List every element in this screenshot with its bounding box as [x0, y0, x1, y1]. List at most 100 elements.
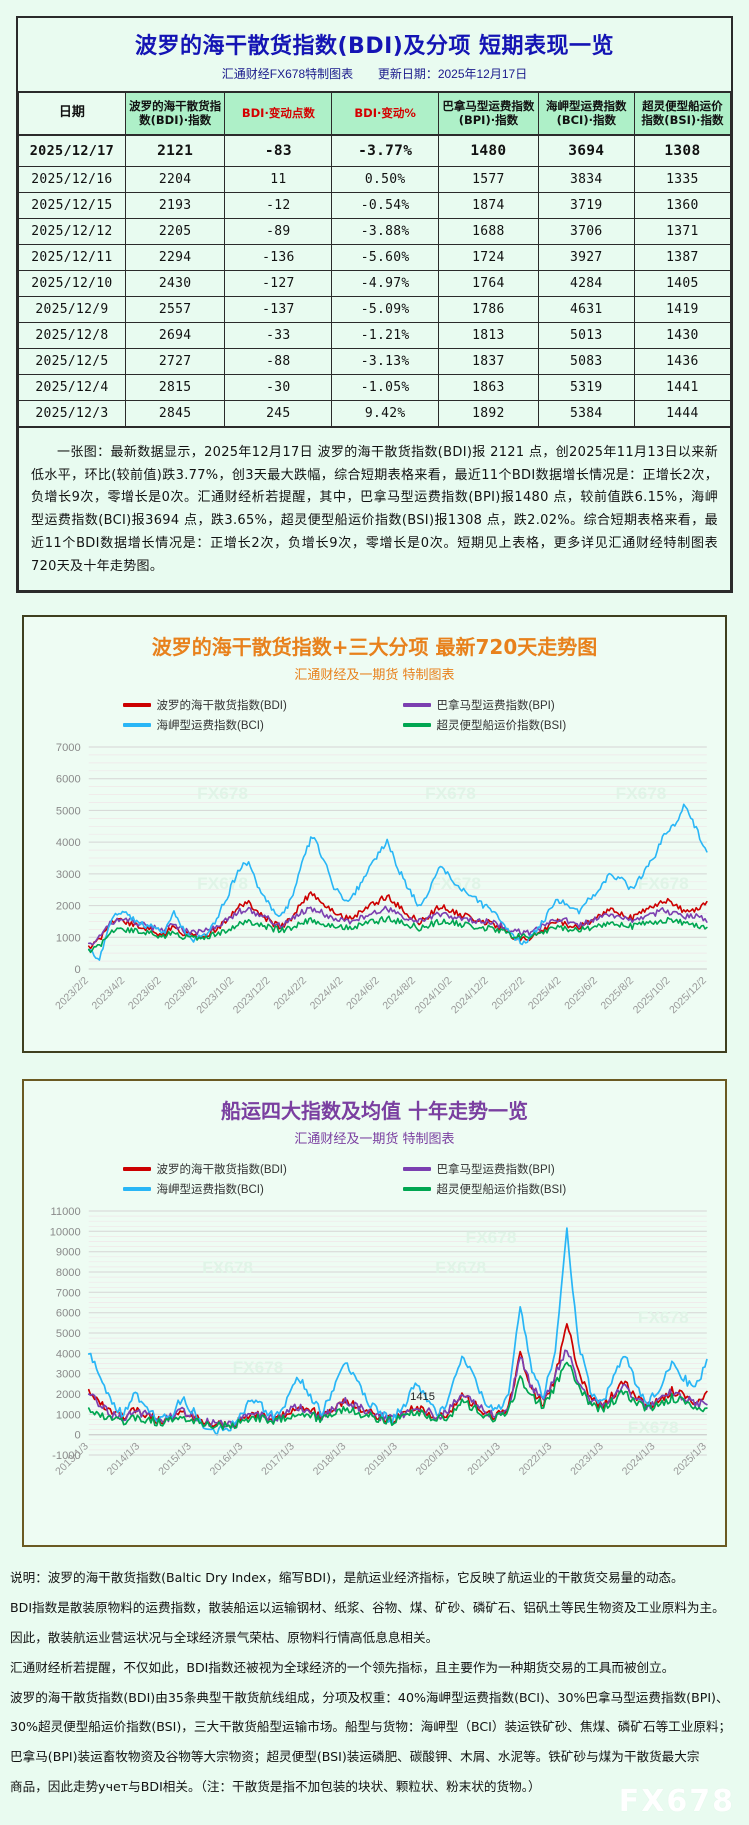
- x-tick-label: 2014/1/3: [105, 1441, 143, 1478]
- cell-bdi-change-pct: -1.21%: [331, 321, 440, 349]
- table-note-row: 一张图：最新数据显示，2025年12月17日 波罗的海干散货指数(BDI)报 2…: [18, 425, 731, 592]
- cell-bdi: 2204: [124, 165, 226, 193]
- cell-bci: 3694: [537, 134, 635, 167]
- legend-label: 超灵便型船运价指数(BSI): [436, 1184, 567, 1197]
- legend-swatch-icon: [122, 1167, 151, 1172]
- cell-bdi-change-pct: -3.77%: [331, 134, 440, 167]
- cell-bpi: 1688: [438, 217, 539, 245]
- cell-bci: 5083: [537, 347, 635, 375]
- table-update-date: 更新日期：2025年12月17日: [377, 67, 528, 81]
- chart-10y-svg: -1000 0 1000 2000 3000 4000 5000 6000 7000 8000 90…: [50, 1206, 709, 1478]
- y-tick-label: 6000: [56, 774, 81, 786]
- x-tick-label: 2025/4/2: [526, 975, 564, 1012]
- y-tick-label: 4000: [56, 837, 81, 849]
- cell-date: 2025/12/9: [18, 295, 126, 323]
- cell-bsi: 1335: [633, 165, 732, 193]
- cell-bdi-change-points: -136: [224, 243, 333, 271]
- series-line: [87, 891, 708, 950]
- cell-bci: 3706: [537, 217, 635, 245]
- chart-watermark: FX678: [628, 1418, 679, 1437]
- col-header-bdi-change-points: BDI·变动点数: [224, 91, 333, 136]
- chart-watermark: FX678: [197, 784, 248, 803]
- cell-bpi: 1577: [438, 165, 539, 193]
- x-tick-label-group: 2023/10/2: [194, 975, 236, 1016]
- x-tick-label-group: 2018/1/3: [311, 1441, 349, 1478]
- x-tick-label-group: 2024/6/2: [344, 975, 382, 1012]
- cell-bpi: 1480: [438, 134, 539, 167]
- legend-label: 海岬型运费指数(BCI): [156, 1184, 264, 1197]
- cell-bdi-change-points: -88: [224, 347, 333, 375]
- cell-bdi-change-points: -137: [224, 295, 333, 323]
- chart-720d-subtitle: 汇通财经及一期货 特制图表: [294, 668, 455, 684]
- legend-label: 海岬型运费指数(BCI): [156, 720, 264, 733]
- table-row: 2025/12/16 2204 11 0.50% 1577 3834 1335: [18, 165, 732, 193]
- legend-item: 波罗的海干散货指数(BDI): [95, 697, 375, 713]
- y-tick-label: 0: [74, 1430, 80, 1442]
- x-tick-label-group: 2022/1/3: [517, 1441, 555, 1478]
- x-tick-label: 2023/2/2: [53, 975, 91, 1012]
- cell-bsi: 1441: [633, 373, 732, 401]
- x-tick-label: 2018/1/3: [311, 1441, 349, 1478]
- cell-date: 2025/12/10: [18, 269, 126, 297]
- cell-bdi-change-pct: -3.88%: [331, 217, 440, 245]
- cell-date: 2025/12/3: [18, 399, 126, 428]
- legend-swatch-icon: [402, 703, 431, 708]
- chart-watermark: FX678: [430, 874, 481, 893]
- x-tick-label-group: 2025/4/2: [526, 975, 564, 1012]
- series-line: [87, 905, 708, 946]
- cell-bdi-change-points: -127: [224, 269, 333, 297]
- cell-bsi: 1430: [633, 321, 732, 349]
- legend-label: 波罗的海干散货指数(BDI): [156, 1164, 287, 1177]
- cell-bdi: 2845: [124, 399, 226, 428]
- cell-bdi: 2121: [124, 134, 226, 167]
- cell-bdi-change-pct: -4.97%: [331, 269, 440, 297]
- cell-bdi-change-points: 245: [224, 399, 333, 428]
- cell-date: 2025/12/5: [18, 347, 126, 375]
- cell-bdi: 2557: [124, 295, 226, 323]
- x-tick-label: 2024/10/2: [413, 975, 455, 1016]
- table-row: 2025/12/3 2845 245 9.42% 1892 5384 1444: [18, 399, 732, 428]
- chart-720d-svg: 0 1000 2000 3000 4000 5000 6000 7000 FX678 FX678 F…: [53, 742, 709, 1016]
- table-row: 2025/12/17 2121 -83 -3.77% 1480 3694 1308: [18, 134, 732, 167]
- y-tick-label: 10000: [50, 1227, 81, 1239]
- x-tick-label: 2020/1/3: [414, 1441, 452, 1478]
- cell-bpi: 1892: [438, 399, 539, 428]
- table-header-row: 日期 波罗的海干散货指数(BDI)·指数 BDI·变动点数 BDI·变动% 巴拿…: [18, 91, 732, 136]
- y-tick-label: 7000: [56, 1288, 81, 1300]
- table-row: 2025/12/12 2205 -89 -3.88% 1688 3706 1371: [18, 217, 732, 245]
- cell-bpi: 1874: [438, 191, 539, 219]
- legend-item: 超灵便型船运价指数(BSI): [375, 717, 655, 733]
- table-row: 2025/12/4 2815 -30 -1.05% 1863 5319 1441: [18, 373, 732, 401]
- cell-bsi: 1387: [633, 243, 732, 271]
- x-tick-label: 2024/12/2: [449, 975, 491, 1016]
- x-tick-label: 2025/1/3: [671, 1441, 709, 1478]
- table-title: 波罗的海干散货指数(BDI)及分项 短期表现一览: [135, 34, 614, 59]
- footer-line: 波罗的海干散货指数(BDI)由35条典型干散货航线组成，分项及权重：40%海岬型…: [10, 1689, 729, 1705]
- legend-swatch-icon: [122, 1187, 151, 1192]
- y-tick-label: 1000: [56, 1410, 81, 1422]
- cell-bdi-change-points: -30: [224, 373, 333, 401]
- y-tick-label: 6000: [56, 1308, 81, 1320]
- cell-date: 2025/12/4: [18, 373, 126, 401]
- cell-bci: 5319: [537, 373, 635, 401]
- cell-bdi: 2205: [124, 217, 226, 245]
- x-tick-label: 2022/1/3: [517, 1441, 555, 1478]
- legend-label: 波罗的海干散货指数(BDI): [156, 700, 287, 713]
- x-tick-label-group: 2020/1/3: [414, 1441, 452, 1478]
- cell-bdi-change-pct: -5.09%: [331, 295, 440, 323]
- table-note-text: 一张图：最新数据显示，2025年12月17日 波罗的海干散货指数(BDI)报 2…: [31, 444, 718, 574]
- chart-720d-legend: 波罗的海干散货指数(BDI) 巴拿马型运费指数(BPI) 海岬型运费指数(BCI) 超…: [95, 695, 655, 735]
- x-tick-label: 2025/12/2: [667, 975, 709, 1016]
- table-note-cell: 一张图：最新数据显示，2025年12月17日 波罗的海干散货指数(BDI)报 2…: [18, 425, 731, 592]
- legend-label: 巴拿马型运费指数(BPI): [436, 700, 555, 713]
- x-tick-label-group: 2023/12/2: [231, 975, 273, 1016]
- series-line: [87, 803, 708, 962]
- x-tick-label-group: 2019/1/3: [362, 1441, 400, 1478]
- x-tick-label: 2024/6/2: [344, 975, 382, 1012]
- cell-bci: 4631: [537, 295, 635, 323]
- x-tick-label: 2025/10/2: [631, 975, 673, 1016]
- x-tick-label: 2021/1/3: [465, 1441, 503, 1478]
- x-tick-label-group: 2017/1/3: [259, 1441, 297, 1478]
- cell-bpi: 1813: [438, 321, 539, 349]
- y-tick-label: 2000: [56, 901, 81, 913]
